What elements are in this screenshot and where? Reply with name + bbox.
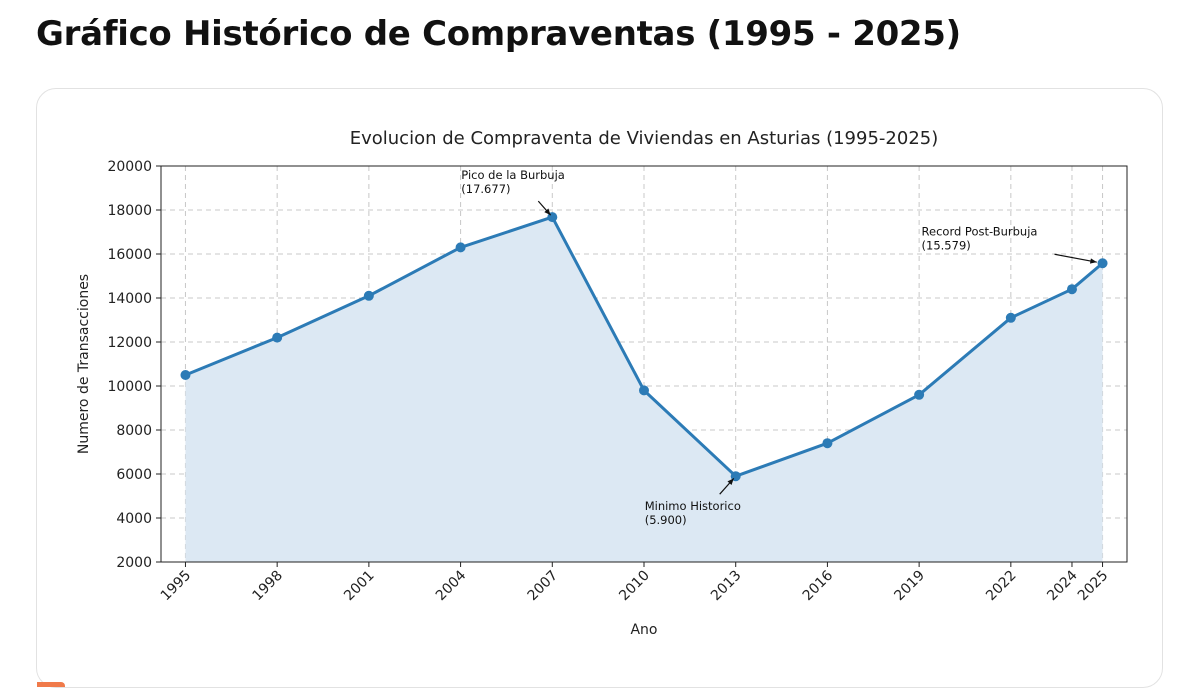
data-point: [455, 242, 466, 253]
data-point: [1005, 312, 1016, 323]
data-point: [180, 370, 191, 380]
x-tick-label: 2024: [1044, 567, 1081, 604]
y-tick-label: 10000: [107, 379, 152, 395]
y-tick-label: 2000: [116, 555, 152, 571]
chart-title: Evolucion de Compraventa de Viviendas en…: [350, 128, 939, 149]
data-point: [639, 385, 649, 396]
data-point: [822, 438, 833, 449]
annotation-label: Minimo Historico: [645, 499, 741, 513]
series-line-layer: [184, 215, 1104, 478]
y-tick-label: 8000: [116, 423, 152, 439]
x-tick-label: 2007: [525, 568, 562, 605]
annotation-arrowhead: [1089, 258, 1097, 264]
annotation-arrowhead: [727, 478, 734, 485]
x-tick-label: 2010: [616, 568, 653, 605]
page-title: Gráfico Histórico de Compraventas (1995 …: [36, 14, 961, 54]
data-points: [180, 212, 1108, 482]
x-tick-label: 2013: [708, 568, 745, 605]
y-tick-label: 14000: [107, 291, 152, 307]
x-tick-label: 2025: [1075, 568, 1112, 605]
y-tick-label: 16000: [107, 247, 152, 263]
annotation-value: (5.900): [645, 513, 687, 527]
x-tick-label: 2001: [341, 568, 378, 605]
data-point: [914, 389, 925, 400]
x-tick-label: 2022: [983, 568, 1020, 605]
y-tick-label: 6000: [116, 467, 152, 483]
axes: [156, 165, 1128, 567]
x-axis-label: Ano: [630, 622, 657, 638]
annotation-value: (17.677): [461, 182, 510, 196]
y-tick-label: 20000: [107, 159, 152, 175]
area-fill-layer: [185, 217, 1103, 562]
y-tick-label: 12000: [107, 335, 152, 351]
x-tick-label: 2016: [800, 567, 837, 604]
series-line: [184, 215, 1104, 478]
y-tick-label: 18000: [107, 203, 152, 219]
annotation-arrowhead: [544, 208, 551, 216]
corner-accent: [37, 682, 65, 687]
series-area: [185, 217, 1103, 562]
x-tick-label: 1995: [158, 568, 195, 605]
annotation-value: (15.579): [922, 238, 971, 252]
y-tick-label: 4000: [116, 511, 152, 527]
x-tick-label: 2019: [891, 568, 928, 605]
annotation-label: Record Post-Burbuja: [922, 224, 1038, 238]
annotations: Pico de la Burbuja(17.677) Minimo Histori…: [461, 168, 1097, 527]
x-tick-label: 1998: [249, 568, 286, 605]
x-tick-label: 2004: [433, 567, 470, 604]
data-point: [272, 332, 283, 343]
data-point: [1097, 258, 1108, 269]
annotation-arrow: [1054, 253, 1097, 263]
annotation-label: Pico de la Burbuja: [461, 168, 565, 182]
y-axis-label: Numero de Transacciones: [76, 274, 92, 454]
data-point: [363, 290, 374, 301]
data-point: [1066, 284, 1077, 295]
